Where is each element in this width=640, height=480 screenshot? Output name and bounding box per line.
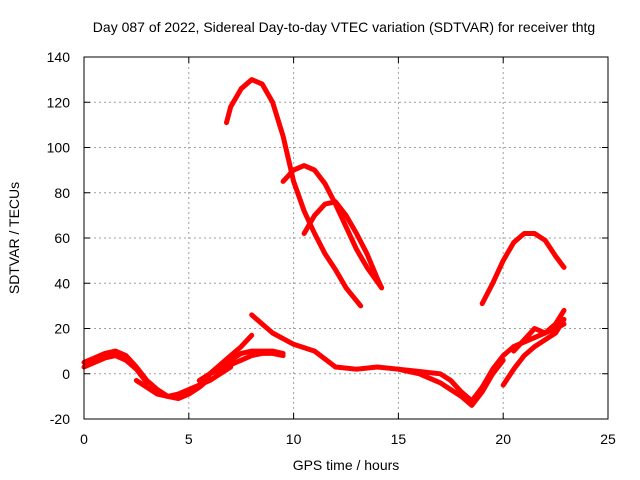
series-line-arc-6 (217, 348, 286, 372)
series-line-arc-3 (133, 364, 234, 399)
x-tick-label: 10 (286, 431, 302, 447)
y-tick-label: 20 (54, 321, 70, 337)
series-line-arc-2 (81, 348, 213, 402)
series-group (81, 77, 567, 408)
x-tick-label: 25 (600, 431, 616, 447)
series-line-arc-10 (301, 199, 385, 291)
x-tick-labels: 0 5 10 15 20 25 (80, 431, 616, 447)
x-tick-label: 5 (185, 431, 193, 447)
y-tick-label: 80 (54, 185, 70, 201)
series-line-arc-15 (511, 307, 567, 354)
y-tick-label: 140 (47, 49, 71, 65)
y-axis-title: SDTVAR / TECUs (6, 182, 22, 294)
x-tick-label: 15 (391, 431, 407, 447)
series-line-arc-8 (249, 312, 485, 404)
series-line-arc-12 (479, 231, 567, 307)
series-line-arc-7 (224, 77, 364, 309)
x-tick-label: 20 (495, 431, 511, 447)
series-line-arc-9 (280, 163, 385, 291)
grid (84, 57, 608, 419)
y-tick-label: 60 (54, 230, 70, 246)
y-tick-labels: -20 0 20 40 60 80 100 120 140 (47, 49, 71, 427)
y-tick-label: 100 (47, 140, 71, 156)
x-axis-title: GPS time / hours (293, 457, 400, 473)
series-line-arc-14 (500, 316, 567, 388)
x-tick-label: 0 (80, 431, 88, 447)
axis-ticks (83, 56, 609, 420)
y-tick-label: 40 (54, 275, 70, 291)
y-tick-label: 0 (62, 366, 70, 382)
chart-title: Day 087 of 2022, Sidereal Day-to-day VTE… (93, 19, 595, 35)
y-tick-label: 120 (47, 94, 71, 110)
y-tick-label: -20 (50, 411, 70, 427)
